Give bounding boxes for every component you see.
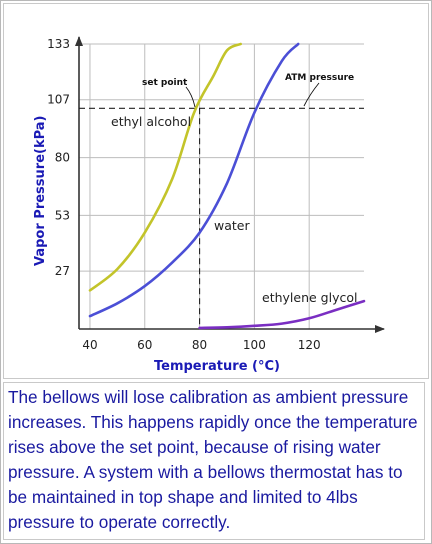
caption-panel: The bellows will lose calibration as amb…	[3, 382, 425, 540]
x-tick-label: 60	[137, 338, 152, 352]
y-tick-label: 107	[47, 93, 70, 107]
y-tick-label: 53	[55, 208, 70, 222]
chart-panel: 40 60 80 100 120 27 53 80 107 133 ethyl alcohol w…	[3, 3, 429, 379]
set-point-leader	[185, 86, 196, 108]
tick-labels: 40 60 80 100 120 27 53 80 107 133	[47, 37, 321, 352]
y-tick-label: 133	[47, 37, 70, 51]
y-axis-title: Vapor Pressure(kPa)	[33, 116, 48, 267]
caption-text: The bellows will lose calibration as amb…	[8, 387, 418, 532]
series-labels: ethyl alcohol water ethylene glycol	[111, 114, 357, 305]
series-lines	[88, 42, 366, 330]
series-label-ethylene-glycol: ethylene glycol	[262, 290, 357, 305]
x-tick-label: 80	[192, 338, 207, 352]
atm-pressure-leader	[303, 82, 320, 107]
y-tick-label: 80	[55, 151, 70, 165]
x-tick-label: 40	[82, 338, 97, 352]
annotations: set point ATM pressure	[142, 73, 354, 108]
series-line-2	[198, 299, 366, 330]
series-line-1	[88, 42, 300, 318]
y-tick-label: 27	[55, 264, 70, 278]
series-line-0	[88, 42, 242, 292]
grid	[79, 43, 364, 329]
x-axis-title: Temperature (°C)	[154, 359, 280, 374]
atm-pressure-label: ATM pressure	[285, 73, 354, 83]
reference-lines	[79, 107, 364, 329]
axes	[75, 36, 385, 333]
set-point-label: set point	[142, 78, 188, 88]
x-tick-label: 120	[298, 338, 321, 352]
x-tick-label: 100	[243, 338, 266, 352]
series-label-water: water	[214, 218, 250, 233]
series-label-ethyl-alcohol: ethyl alcohol	[111, 114, 191, 129]
vapor-pressure-chart: 40 60 80 100 120 27 53 80 107 133 ethyl alcohol w…	[33, 36, 385, 374]
